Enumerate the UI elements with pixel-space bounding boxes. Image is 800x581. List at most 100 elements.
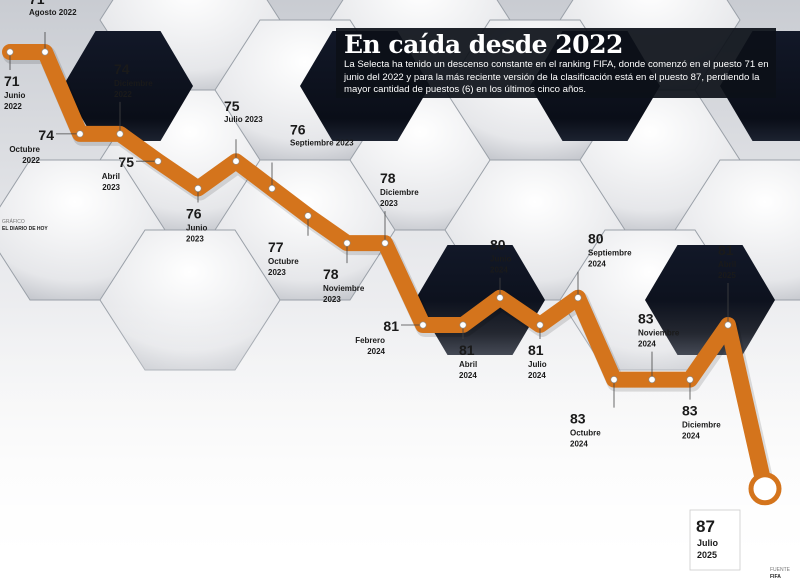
rank-label: 81 (528, 342, 544, 358)
year-label: 2024 (570, 440, 588, 449)
source-name: FIFA (770, 574, 781, 580)
month-label: Octubre (9, 145, 40, 154)
data-point-4: 74 Diciembre 2022 (114, 61, 153, 138)
year-label: 2023 (102, 183, 120, 192)
point-marker (419, 321, 427, 329)
point-marker (610, 376, 618, 384)
month-label: Junio (186, 224, 207, 233)
year-label: 2024 (638, 340, 656, 349)
point-marker (6, 48, 14, 56)
point-marker (496, 294, 504, 302)
point-marker (232, 157, 240, 165)
title-background (336, 28, 776, 98)
rank-label: 75 (118, 154, 134, 170)
data-point-19: 83 Diciembre 2024 (682, 376, 721, 441)
data-point-11: 78 Diciembre 2023 (380, 170, 419, 247)
point-marker (76, 130, 84, 138)
rank-label: 76 (186, 206, 202, 222)
data-point-2: 71Agosto 2022 (29, 0, 77, 56)
year-label: 2022 (4, 102, 22, 111)
source-credit: FUENTE FIFA (770, 567, 790, 581)
month-label: Julio (528, 360, 547, 369)
month-label: Junio (4, 91, 25, 100)
data-point-17: 83 Octubre 2024 (570, 376, 618, 449)
point-marker (381, 239, 389, 247)
year-label: 2025 (718, 271, 736, 280)
rank-label: 74 (114, 61, 130, 77)
year-label: 2024 (682, 432, 700, 441)
month-label: Abril (459, 360, 477, 369)
final-rank-box (689, 509, 741, 571)
rank-label: 77 (268, 239, 284, 255)
rank-label: 81 (383, 318, 399, 334)
rank-label: 81 (459, 342, 475, 358)
data-point-6: 76 Junio 2023 (186, 185, 207, 244)
year-label: 2022 (22, 156, 40, 165)
month-label: Junio (490, 255, 511, 264)
year-label: 2024 (588, 260, 606, 269)
data-point-1: 71 Junio 2022 (4, 48, 25, 111)
rank-label: 71 (4, 73, 20, 89)
end-marker (748, 472, 782, 506)
point-marker (304, 212, 312, 220)
year-label: 2024 (459, 371, 477, 380)
chart-subtitle: La Selecta ha tenido un descenso constan… (344, 59, 769, 95)
data-point-13: 81 Abril 2024 (459, 321, 477, 380)
data-point-3: 74 Octubre 2022 (9, 127, 84, 165)
data-point-16: 80 Septiembre 2024 (574, 231, 632, 302)
credit-name: EL DIARIO DE HOY (2, 226, 48, 232)
point-marker (459, 321, 467, 329)
month-label: Noviembre (638, 329, 680, 338)
data-point-21: 87 Julio 2025 (689, 472, 782, 571)
rank-label: 83 (682, 403, 698, 419)
month-label: Septiembre (588, 249, 632, 258)
data-point-5: 75 Abril 2023 (102, 154, 162, 192)
rank-label: 78 (380, 170, 396, 186)
point-marker (268, 185, 276, 193)
year-label: 2023 (268, 268, 286, 277)
month-label: Abril (718, 260, 736, 269)
data-point-14: 80 Junio 2024 (490, 237, 511, 302)
month-year-label: Septiembre 2023 (290, 139, 354, 148)
rank-label: 81 (718, 242, 734, 258)
data-point-15: 81 Julio 2024 (528, 321, 547, 380)
year-label: 2024 (367, 347, 385, 356)
month-label: Abril (102, 172, 120, 181)
month-label: Octubre (268, 257, 299, 266)
point-marker (154, 157, 162, 165)
data-point-9: 77 Octubre 2023 (268, 212, 312, 277)
point-marker (574, 294, 582, 302)
data-point-20: 81 Abril 2025 (718, 242, 736, 329)
month-year-label: Agosto 2022 (29, 8, 77, 17)
rank-label: 80 (490, 237, 506, 253)
point-marker (343, 239, 351, 247)
point-marker (116, 130, 124, 138)
rank-label: 71 (29, 0, 45, 7)
graphic-credit: GRÁFICO EL DIARIO DE HOY (2, 219, 48, 233)
rank-label: 83 (570, 411, 586, 427)
rank-label: 75 (224, 98, 240, 114)
rank-label: 78 (323, 266, 339, 282)
point-labels: 71Junio202271Agosto 202274Octubre202274D… (4, 0, 782, 571)
year-label: 2024 (490, 266, 508, 275)
rank-label: 76 (290, 122, 306, 138)
month-label: Octubre (570, 429, 601, 438)
dark-panel-0 (63, 31, 193, 141)
point-marker (194, 185, 202, 193)
data-point-10: 78 Noviembre 2023 (323, 239, 365, 304)
point-marker (648, 376, 656, 384)
rank-label: 80 (588, 231, 604, 247)
year-label: 2022 (114, 90, 132, 99)
month-label: Diciembre (380, 188, 419, 197)
point-marker (724, 321, 732, 329)
year-label: 2023 (380, 199, 398, 208)
rank-label: 83 (638, 311, 654, 327)
month-label: Julio (697, 538, 719, 548)
year-label: 2024 (528, 371, 546, 380)
rank-label: 87 (696, 517, 715, 536)
rank-label: 74 (38, 127, 54, 143)
data-point-18: 83 Noviembre 2024 (638, 311, 680, 384)
month-label: Diciembre (682, 421, 721, 430)
